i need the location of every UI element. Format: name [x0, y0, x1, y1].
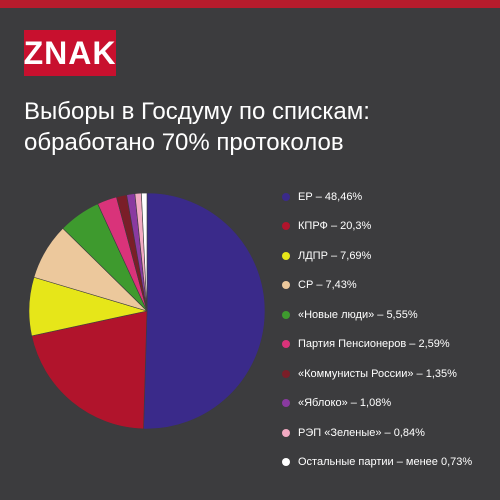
top-accent-bar — [0, 0, 500, 8]
legend-label: Партия Пенсионеров – 2,59% — [298, 338, 450, 351]
legend-label: СР – 7,43% — [298, 279, 357, 292]
legend-label: КПРФ – 20,3% — [298, 220, 372, 233]
legend-color-dot — [282, 340, 290, 349]
legend-color-dot — [282, 192, 290, 201]
legend-label: Остальные партии – менее 0,73% — [298, 456, 473, 469]
legend-label: ЛДПР – 7,69% — [298, 249, 372, 262]
legend-item-3: СР – 7,43% — [282, 271, 497, 301]
legend-item-4: «Новые люди» – 5,55% — [282, 300, 497, 330]
pie-chart — [28, 192, 266, 430]
legend-label: ЕР – 48,46% — [298, 190, 363, 203]
chart-title-line-1: Выборы в Госдуму по спискам: — [24, 98, 370, 125]
pie-slice-0 — [143, 192, 266, 430]
chart-title-line-2: обработано 70% протоколов — [24, 129, 344, 156]
legend-item-6: «Коммунисты России» – 1,35% — [282, 359, 497, 389]
legend-color-dot — [282, 399, 290, 408]
legend-color-dot — [282, 428, 290, 437]
legend-item-7: «Яблоко» – 1,08% — [282, 389, 497, 419]
legend-item-1: КПРФ – 20,3% — [282, 212, 497, 242]
legend-item-2: ЛДПР – 7,69% — [282, 241, 497, 271]
legend-color-dot — [282, 222, 290, 231]
legend-label: РЭП «Зеленые» – 0,84% — [298, 426, 425, 439]
legend-color-dot — [282, 251, 290, 260]
znak-logo: ZNAK — [24, 30, 116, 76]
legend-color-dot — [282, 310, 290, 319]
legend-item-5: Партия Пенсионеров – 2,59% — [282, 330, 497, 360]
legend-item-8: РЭП «Зеленые» – 0,84% — [282, 418, 497, 448]
legend-item-0: ЕР – 48,46% — [282, 182, 497, 212]
legend-color-dot — [282, 369, 290, 378]
chart-title: Выборы в Госдуму по спискам: обработано … — [24, 96, 484, 158]
legend-label: «Новые люди» – 5,55% — [298, 308, 418, 321]
legend-color-dot — [282, 458, 290, 467]
chart-legend: ЕР – 48,46% КПРФ – 20,3% ЛДПР – 7,69% СР – … — [282, 182, 497, 477]
pie-slice-9 — [141, 192, 148, 312]
legend-item-9: Остальные партии – менее 0,73% — [282, 448, 497, 478]
legend-label: «Яблоко» – 1,08% — [298, 397, 392, 410]
pie-slice-1 — [31, 310, 148, 430]
legend-color-dot — [282, 281, 290, 290]
legend-label: «Коммунисты России» – 1,35% — [298, 367, 457, 380]
